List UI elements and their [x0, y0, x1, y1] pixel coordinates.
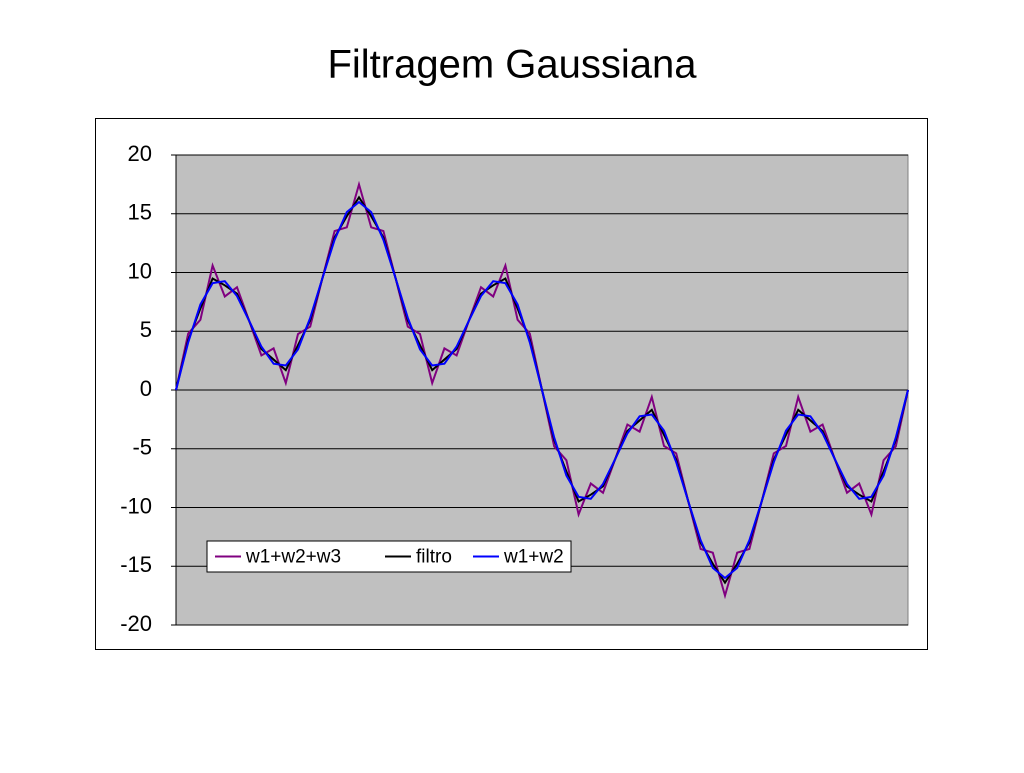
legend-label: w1+w2+w3	[245, 547, 341, 568]
y-tick-label: 10	[128, 258, 152, 283]
y-tick-label: -5	[132, 435, 152, 460]
y-tick-label: 15	[128, 200, 152, 225]
legend-label: w1+w2	[503, 547, 564, 568]
y-tick-label: 0	[140, 376, 152, 401]
y-tick-label: -10	[120, 493, 152, 518]
line-series	[175, 200, 909, 580]
y-tick-label: 20	[128, 141, 152, 166]
y-tick-label: -15	[120, 552, 152, 577]
chart-title: Filtragem Gaussiana	[327, 43, 697, 87]
legend: w1+w2+w3 filtro w1+w2	[206, 540, 572, 573]
legend-label: filtro	[416, 547, 452, 568]
y-tick-label: -20	[120, 611, 152, 636]
y-tick-label: 5	[140, 317, 152, 342]
chart-frame	[95, 118, 928, 650]
